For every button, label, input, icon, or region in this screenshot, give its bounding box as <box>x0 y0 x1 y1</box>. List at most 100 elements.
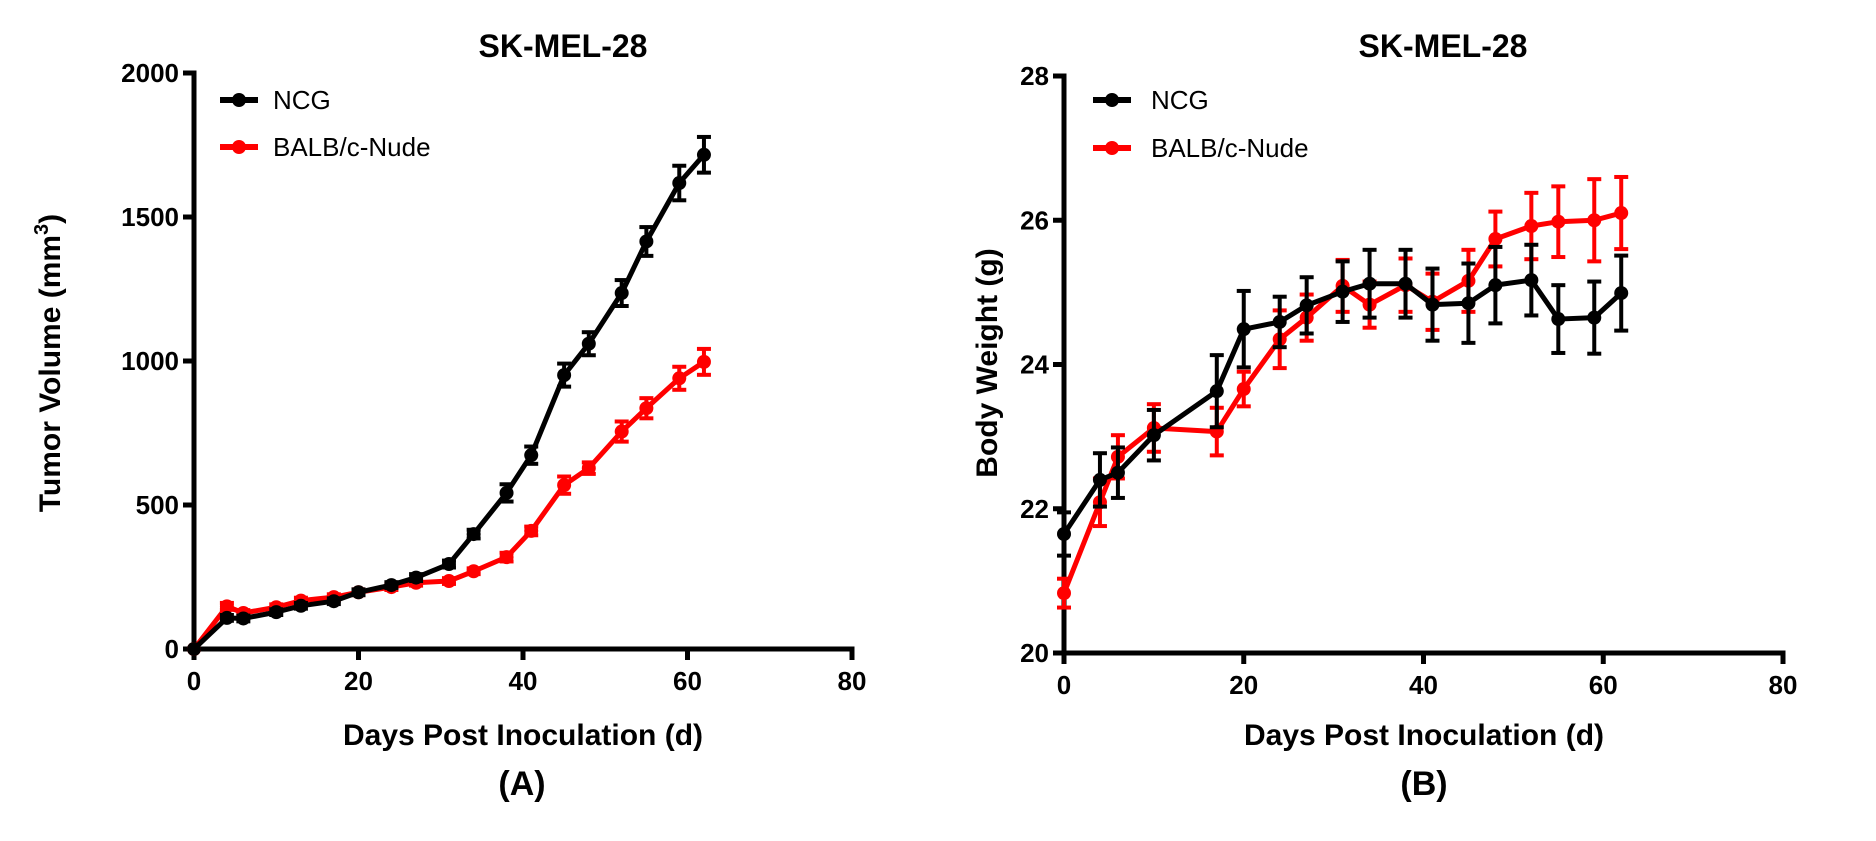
panel-label-a: (A) <box>498 765 545 803</box>
x-tick-label: 80 <box>1769 670 1798 700</box>
data-point <box>614 424 629 439</box>
x-tick-label: 40 <box>509 666 538 696</box>
y-tick-label: 500 <box>136 490 179 520</box>
legend: NCG BALB/c-Nude <box>220 85 431 162</box>
data-point <box>499 550 514 565</box>
legend-label: NCG <box>1151 85 1209 115</box>
y-tick-label: 1500 <box>121 202 179 232</box>
data-point <box>384 578 399 593</box>
x-axis-title: Days Post Inoculation (d) <box>1244 719 1604 752</box>
data-point <box>1587 213 1602 228</box>
data-point <box>614 286 629 301</box>
data-point <box>1551 214 1566 229</box>
x-axis-title: Days Post Inoculation (d) <box>343 719 703 752</box>
data-point <box>1524 273 1539 288</box>
data-point <box>1461 296 1476 311</box>
data-point <box>1057 526 1071 541</box>
data-point <box>1587 310 1602 325</box>
data-point <box>1209 384 1224 399</box>
y-axis-title: Tumor Volume (mm3) <box>31 214 67 512</box>
y-tick-label: 2000 <box>121 58 179 88</box>
legend-item: NCG <box>220 85 331 115</box>
x-tick-label: 60 <box>1589 670 1618 700</box>
data-point <box>672 371 687 386</box>
series-ncg <box>1057 242 1629 558</box>
x-tick-label: 0 <box>1057 670 1071 700</box>
data-point <box>219 599 234 614</box>
legend-label: NCG <box>273 85 331 115</box>
data-point <box>1488 232 1503 247</box>
y-axis-title-main: Tumor Volume (mm <box>34 235 67 512</box>
data-point <box>1488 278 1503 293</box>
y-axis-title-suffix: ) <box>34 214 67 224</box>
data-point <box>1146 428 1161 443</box>
y-tick-label: 20 <box>1020 638 1049 668</box>
data-point <box>466 564 481 579</box>
legend-marker-icon <box>1105 141 1119 155</box>
x-tick-label: 40 <box>1409 670 1438 700</box>
data-point <box>1425 297 1440 312</box>
data-point <box>1236 382 1251 397</box>
x-tick-label: 20 <box>1229 670 1258 700</box>
series-line <box>1061 277 1623 536</box>
legend-item: NCG <box>1093 85 1209 115</box>
data-point <box>293 598 308 613</box>
data-point <box>1362 276 1377 291</box>
data-point <box>1524 219 1539 234</box>
y-tick-label: 26 <box>1020 205 1049 235</box>
data-point <box>409 570 424 585</box>
data-point <box>1398 276 1413 291</box>
data-point <box>639 401 654 416</box>
x-tick-label: 60 <box>673 666 702 696</box>
data-point <box>581 461 596 476</box>
data-point <box>1092 472 1107 487</box>
data-point <box>1272 314 1287 329</box>
legend-item: BALB/c-Nude <box>1093 133 1309 163</box>
y-axis-title: Body Weight (g) <box>971 248 1004 477</box>
data-point <box>1110 465 1125 480</box>
x-tick-label: 80 <box>838 666 867 696</box>
data-point <box>187 642 201 656</box>
data-point <box>1614 286 1629 301</box>
data-point <box>581 336 596 351</box>
data-point <box>672 176 687 191</box>
data-point <box>1551 312 1566 327</box>
data-point <box>696 354 711 369</box>
y-axis-title-superscript: 3 <box>31 224 53 235</box>
data-point <box>524 448 539 463</box>
series-balb-c-nude <box>187 346 711 656</box>
data-point <box>524 523 539 538</box>
data-point <box>499 485 514 500</box>
legend-item: BALB/c-Nude <box>220 132 431 162</box>
y-tick-label: 28 <box>1020 61 1049 91</box>
legend: NCG BALB/c-Nude <box>1093 85 1309 163</box>
chart-title: SK-MEL-28 <box>1359 28 1528 64</box>
data-point <box>639 234 654 249</box>
data-point <box>351 585 366 600</box>
data-point <box>326 594 341 609</box>
chart-panel-b: SK-MEL-28 0 20 40 60 80 20 22 24 26 28 NCG BALB/c-N… <box>971 28 1797 803</box>
data-point <box>1335 284 1350 299</box>
legend-marker-icon <box>1105 93 1119 107</box>
x-tick-label: 20 <box>344 666 373 696</box>
y-tick-label: 22 <box>1020 494 1049 524</box>
data-point <box>441 574 456 589</box>
x-tick-label: 0 <box>187 666 201 696</box>
legend-marker-icon <box>232 93 246 107</box>
legend-label: BALB/c-Nude <box>273 132 431 162</box>
plot-area: 0 20 40 60 80 0 500 1000 1500 2000 NCG BALB/c-Nude <box>121 58 866 696</box>
series-ncg <box>187 134 711 656</box>
data-point <box>466 527 481 542</box>
data-point <box>269 605 284 620</box>
legend-marker-icon <box>232 140 246 154</box>
legend-label: BALB/c-Nude <box>1151 133 1309 163</box>
plot-area: 0 20 40 60 80 20 22 24 26 28 NCG BALB/c-Nude <box>1020 61 1797 700</box>
data-point <box>219 610 234 625</box>
chart-panel-a: SK-MEL-28 0 20 40 60 80 0 500 1000 1500 2000 NCG BA… <box>31 28 866 803</box>
data-point <box>696 147 711 162</box>
panel-label-b: (B) <box>1400 765 1447 803</box>
y-tick-label: 0 <box>165 634 179 664</box>
data-point <box>441 557 456 572</box>
data-point <box>236 611 251 626</box>
